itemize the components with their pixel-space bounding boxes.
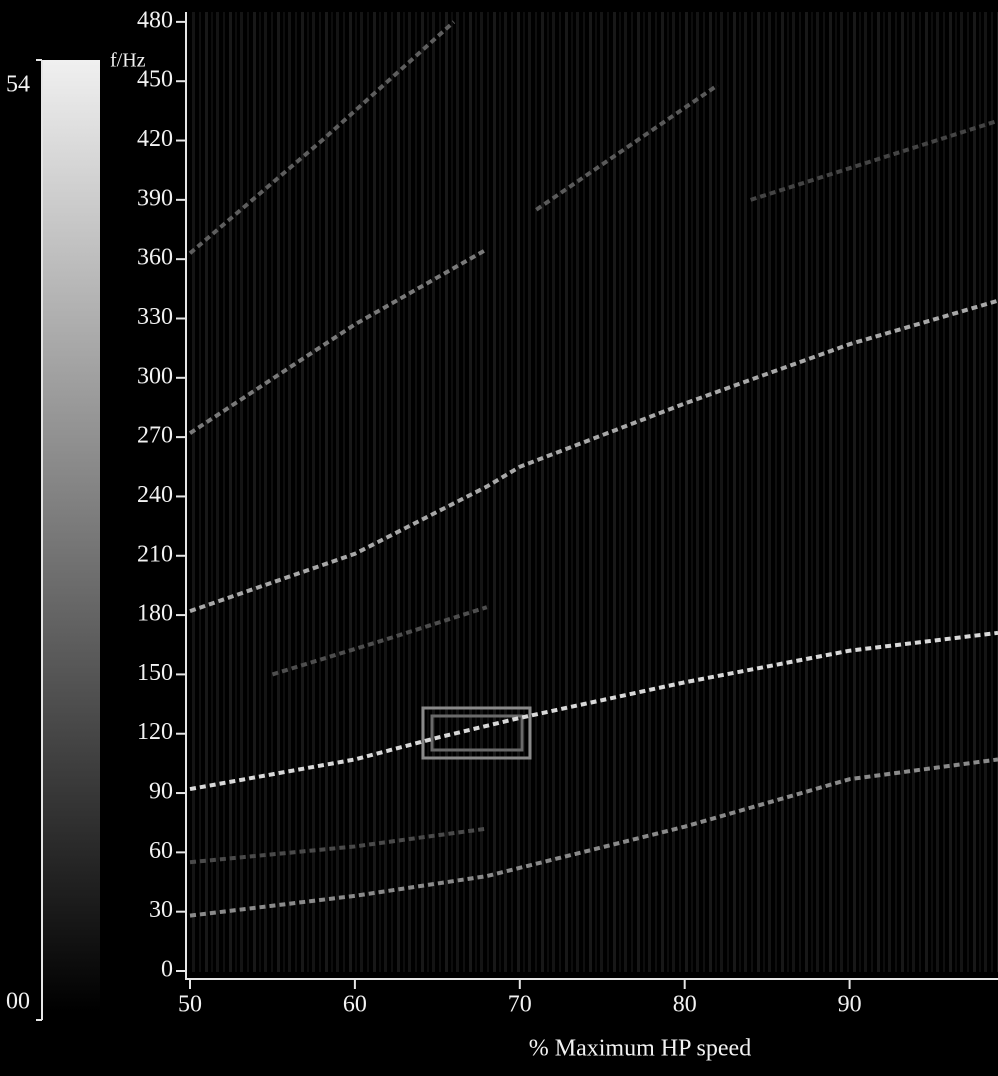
y-tick-label: 300	[137, 363, 173, 389]
colorbar	[42, 60, 100, 1012]
y-tick-label: 30	[149, 897, 173, 923]
x-tick-label: 60	[343, 992, 367, 1018]
y-tick-label: 240	[137, 482, 173, 508]
colorbar-label: 54	[6, 72, 30, 98]
y-tick-label: 210	[137, 541, 173, 567]
order-line	[750, 118, 998, 202]
y-tick-label: 120	[137, 719, 173, 745]
y-tick-label: 330	[137, 304, 173, 330]
y-tick-label: 180	[137, 601, 173, 627]
order-line	[189, 630, 998, 792]
order-line	[535, 83, 719, 212]
y-tick-label: 150	[137, 660, 173, 686]
colorbar-bracket	[36, 59, 43, 1021]
order-line	[189, 826, 488, 865]
colorbar-label: 00	[6, 989, 30, 1015]
order-line	[188, 20, 456, 255]
y-tick-label: 360	[137, 245, 173, 271]
x-tick-label: 70	[508, 992, 532, 1018]
y-tick-label: 270	[137, 423, 173, 449]
spectrum-background	[190, 12, 998, 972]
highlight-box-inner	[430, 714, 524, 752]
x-tick-label: 90	[838, 992, 862, 1018]
y-tick-label: 0	[161, 957, 173, 983]
axes	[185, 12, 998, 980]
y-tick-label: 390	[137, 185, 173, 211]
y-tick-label: 60	[149, 838, 173, 864]
order-line	[189, 757, 998, 918]
y-tick-label: 420	[137, 126, 173, 152]
x-tick-label: 50	[178, 992, 202, 1018]
y-axis-label: f/Hz	[110, 50, 146, 72]
y-tick-label: 480	[137, 7, 173, 33]
x-tick-label: 80	[673, 992, 697, 1018]
order-line	[189, 298, 998, 614]
order-line	[188, 247, 488, 435]
order-line	[271, 605, 488, 677]
highlight-box-outer	[421, 706, 532, 760]
y-tick-label: 90	[149, 779, 173, 805]
x-axis-label: % Maximum HP speed	[529, 1036, 751, 1062]
y-tick-label: 450	[137, 67, 173, 93]
